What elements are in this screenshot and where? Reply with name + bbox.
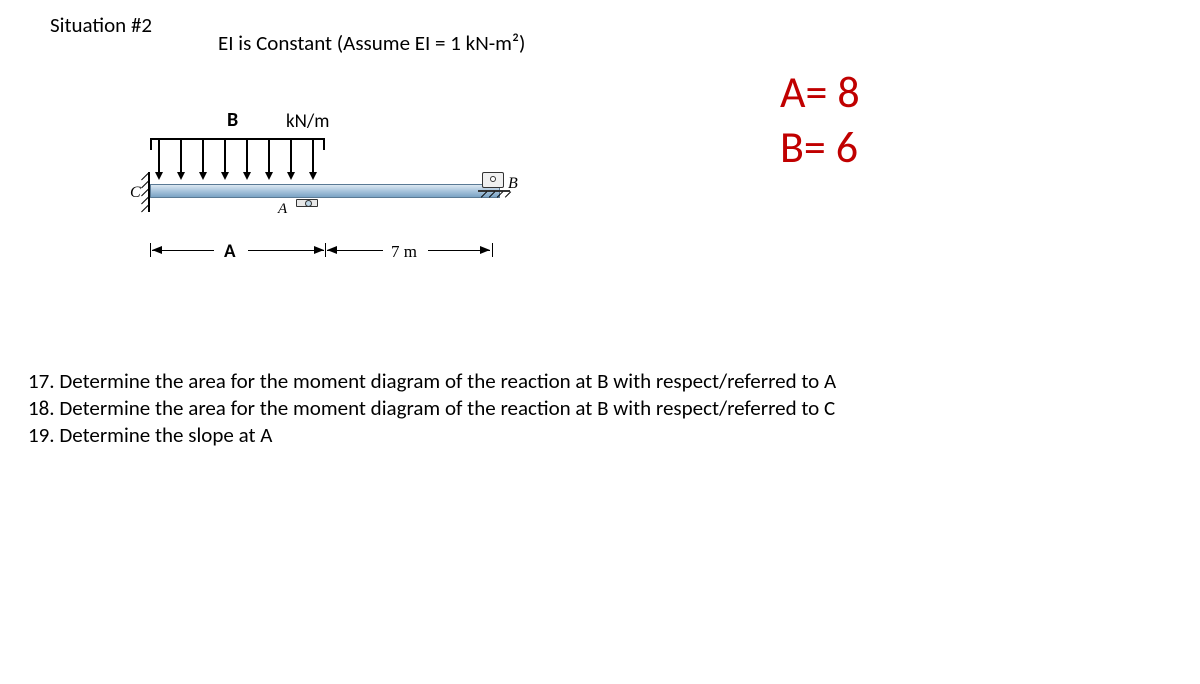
dim-tick <box>492 243 493 257</box>
load-arrow-icon <box>221 172 229 180</box>
dimension-a-label: A <box>220 240 240 263</box>
load-arrow-icon <box>199 172 207 180</box>
dim-arrow-icon <box>480 246 490 254</box>
point-b-label: B <box>508 175 518 193</box>
load-arrow-icon <box>287 172 295 180</box>
internal-hinge-icon <box>296 199 318 207</box>
questions-block: 17. Determine the area for the moment di… <box>28 368 836 449</box>
param-a: A= 8 <box>780 65 860 120</box>
fixed-support-icon <box>140 172 150 212</box>
param-b: B= 6 <box>780 120 860 175</box>
dim-arrow-icon <box>327 246 337 254</box>
beam-diagram: B kN/m C B A <box>130 90 530 280</box>
parameter-values: A= 8 B= 6 <box>780 65 860 175</box>
load-arrow-icon <box>155 172 163 180</box>
distributed-load-edge-left <box>150 138 152 150</box>
load-arrow-icon <box>309 172 317 180</box>
question-17: 17. Determine the area for the moment di… <box>28 368 836 395</box>
load-arrow-icon <box>243 172 251 180</box>
question-18: 18. Determine the area for the moment di… <box>28 395 836 422</box>
load-arrow-shaft <box>268 140 270 172</box>
load-arrow-shaft <box>180 140 182 172</box>
roller-support-icon <box>482 172 504 188</box>
dim-line <box>248 250 324 251</box>
dim-tick <box>325 243 326 257</box>
load-magnitude-label: B <box>227 108 238 132</box>
dim-arrow-icon <box>152 246 162 254</box>
distributed-load-edge-right <box>323 138 325 150</box>
dim-arrow-icon <box>314 246 324 254</box>
dim-tick <box>150 243 151 257</box>
ei-constant-text: EI is Constant (Assume EI = 1 kN-m²) <box>218 30 525 56</box>
load-arrow-shaft <box>158 140 160 172</box>
load-arrow-shaft <box>290 140 292 172</box>
distributed-load-top <box>150 138 325 140</box>
beam-body <box>150 184 500 198</box>
point-a-label: A <box>278 201 287 218</box>
load-arrow-icon <box>177 172 185 180</box>
load-arrow-shaft <box>224 140 226 172</box>
point-c-label: C <box>130 184 141 202</box>
load-arrow-shaft <box>312 140 314 172</box>
load-arrow-icon <box>265 172 273 180</box>
dimension-7m-label: 7 m <box>387 242 421 262</box>
question-19: 19. Determine the slope at A <box>28 422 836 449</box>
load-arrow-shaft <box>202 140 204 172</box>
load-unit-label: kN/m <box>286 110 329 133</box>
load-arrow-shaft <box>246 140 248 172</box>
situation-title: Situation #2 <box>50 12 152 38</box>
